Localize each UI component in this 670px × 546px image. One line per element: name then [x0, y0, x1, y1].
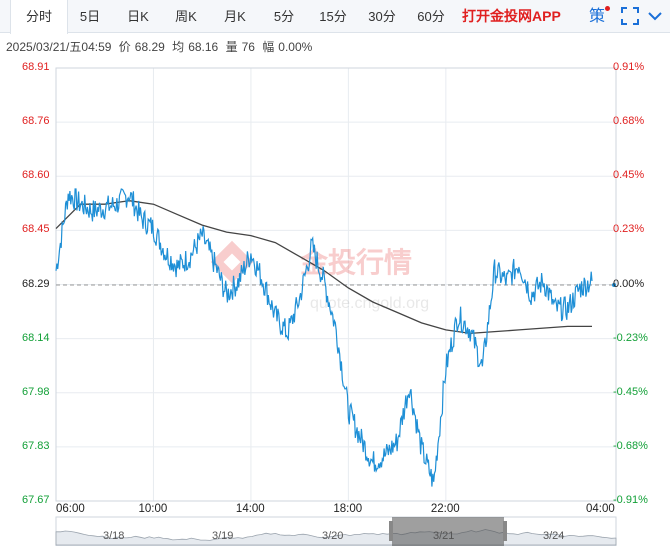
navigator-selected-window	[392, 517, 504, 546]
price-value: 68.29	[134, 40, 165, 54]
y-tick-label-price: 68.45	[22, 223, 50, 236]
notification-dot	[605, 6, 611, 11]
y-tick-label-percent: 0.68%	[613, 115, 645, 128]
navigator-right-handle	[503, 521, 507, 541]
y-tick-label-price: 68.29	[22, 277, 50, 290]
strategy-button[interactable]: 策	[589, 0, 611, 33]
avg-value: 68.16	[188, 40, 219, 54]
volume-value: 76	[241, 40, 255, 54]
navigator-date-label: 3/21	[433, 530, 455, 542]
tab-15min[interactable]: 15分	[319, 9, 347, 24]
tab-daily-k[interactable]: 日K	[127, 9, 149, 24]
y-tick-label-price: 67.98	[22, 385, 50, 398]
change-label: 幅	[262, 40, 275, 54]
strategy-label: 策	[589, 8, 606, 25]
y-tick-label-price: 68.60	[22, 169, 50, 182]
watermark-url: quote.cngold.org	[310, 295, 429, 312]
period-tab-bar: 分时 5日 日K 周K 月K 5分 15分 30分 60分 打开金投网APP 策	[0, 0, 670, 34]
tab-5day[interactable]: 5日	[79, 9, 101, 24]
price-label: 价	[118, 40, 131, 54]
navigator-date-label: 3/24	[543, 530, 565, 542]
y-tick-label-price: 68.14	[22, 331, 50, 344]
y-tick-label-price: 68.91	[22, 61, 50, 73]
y-tick-label-price: 67.67	[22, 494, 50, 506]
y-tick-label-percent: -0.45%	[613, 385, 648, 398]
tab-60min[interactable]: 60分	[417, 9, 445, 24]
y-tick-label-percent: -0.68%	[613, 439, 648, 452]
quote-info-line: 2025/03/21/五04:59 价 68.29 均 68.16 量 76 幅 0.0…	[6, 38, 316, 55]
change-value: 0.00%	[278, 40, 313, 54]
open-app-link[interactable]: 打开金投网APP	[462, 8, 561, 24]
time-navigator	[55, 516, 617, 546]
tab-5min[interactable]: 5分	[273, 9, 295, 24]
y-tick-label-percent: -0.23%	[613, 331, 648, 344]
x-tick-label: 22:00	[430, 503, 460, 515]
collapse-icon[interactable]	[647, 8, 663, 24]
y-tick-label-price: 67.83	[22, 439, 50, 452]
avg-label: 均	[172, 40, 185, 54]
navigator-date-label: 3/20	[322, 530, 344, 542]
y-tick-label-percent: -0.91%	[613, 494, 648, 506]
navigator-date-label: 3/18	[103, 530, 125, 542]
x-tick-label: 18:00	[333, 503, 363, 515]
y-tick-label-price: 68.76	[22, 115, 50, 128]
x-tick-label: 04:00	[586, 503, 615, 515]
fullscreen-icon[interactable]	[621, 7, 639, 25]
tab-30min[interactable]: 30分	[368, 9, 396, 24]
price-line	[55, 188, 593, 487]
navigator-left-handle	[389, 521, 393, 541]
navigator-date-label: 3/19	[212, 530, 234, 542]
y-tick-label-percent: 0.00%	[613, 277, 645, 290]
y-tick-label-percent: 0.91%	[613, 61, 645, 73]
quote-datetime: 2025/03/21/五04:59	[6, 40, 112, 54]
volume-label: 量	[225, 40, 238, 54]
x-tick-label: 06:00	[56, 503, 85, 515]
x-tick-label: 14:00	[235, 503, 265, 515]
last-price-dot	[612, 283, 616, 287]
tab-weekly-k[interactable]: 周K	[175, 9, 197, 24]
y-tick-label-percent: 0.45%	[613, 169, 645, 182]
y-tick-label-percent: 0.23%	[613, 223, 645, 236]
x-tick-label: 10:00	[138, 503, 168, 515]
tab-monthly-k[interactable]: 月K	[224, 9, 246, 24]
tab-intraday[interactable]: 分时	[10, 0, 68, 34]
